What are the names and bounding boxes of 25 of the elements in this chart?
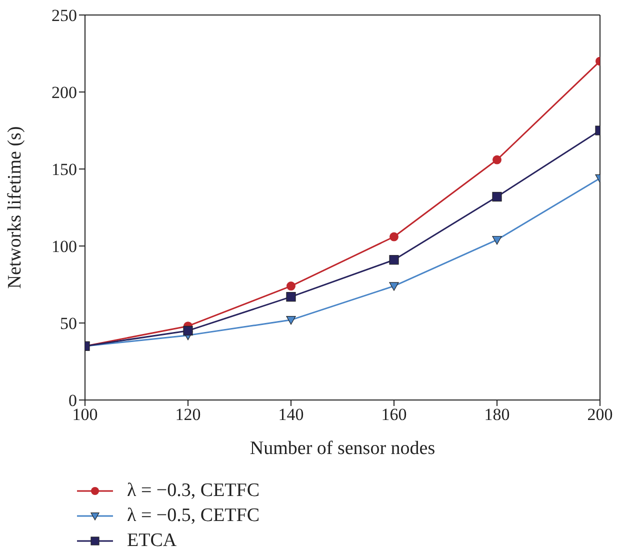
y-tick-label: 150 bbox=[52, 160, 77, 180]
point bbox=[389, 282, 399, 291]
point bbox=[389, 255, 399, 265]
y-tick-label: 200 bbox=[52, 83, 77, 102]
point bbox=[492, 192, 502, 202]
y-tick-label: 100 bbox=[52, 237, 77, 256]
y-tick-label: 50 bbox=[60, 314, 77, 334]
x-axis-title: Number of sensor nodes bbox=[250, 438, 436, 459]
point bbox=[492, 236, 502, 245]
y-axis-title: Networks lifetime (s) bbox=[4, 126, 26, 289]
legend-label: ETCA bbox=[127, 530, 177, 552]
x-tick-label: 160 bbox=[381, 405, 407, 424]
point bbox=[286, 292, 296, 302]
point bbox=[286, 282, 296, 291]
legend-label: λ = −0.5, CETFC bbox=[127, 504, 260, 526]
point bbox=[183, 326, 193, 336]
point bbox=[492, 155, 502, 164]
x-tick-label: 140 bbox=[278, 405, 304, 424]
point bbox=[390, 232, 398, 242]
point bbox=[286, 316, 296, 325]
y-tick-label: 250 bbox=[52, 6, 77, 26]
x-tick-label: 180 bbox=[484, 405, 510, 424]
x-tick-label: 200 bbox=[587, 405, 613, 424]
legend-label: λ = −0.3, CETFC bbox=[127, 480, 260, 502]
x-tick-label: 120 bbox=[175, 405, 201, 424]
